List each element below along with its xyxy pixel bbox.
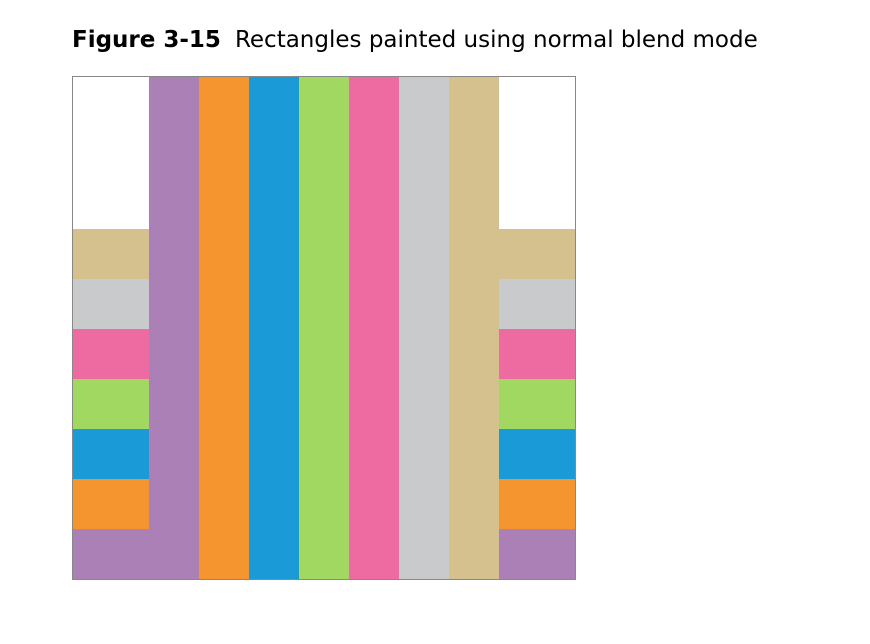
rectangle-pink-column	[349, 77, 399, 579]
rectangle-purple-column	[149, 77, 199, 579]
figure-caption: Figure 3-15 Rectangles painted using norm…	[72, 24, 758, 56]
rectangle-tan-column	[449, 77, 499, 579]
rectangle-gray-column	[399, 77, 449, 579]
blend-mode-figure	[72, 76, 576, 580]
rectangle-green-column	[299, 77, 349, 579]
figure-number: Figure 3-15	[72, 27, 221, 53]
rectangle-blue-column	[249, 77, 299, 579]
rectangles-illustration	[73, 77, 575, 579]
figure-title: Rectangles painted using normal blend mo…	[235, 27, 758, 53]
rectangle-orange-column	[199, 77, 249, 579]
